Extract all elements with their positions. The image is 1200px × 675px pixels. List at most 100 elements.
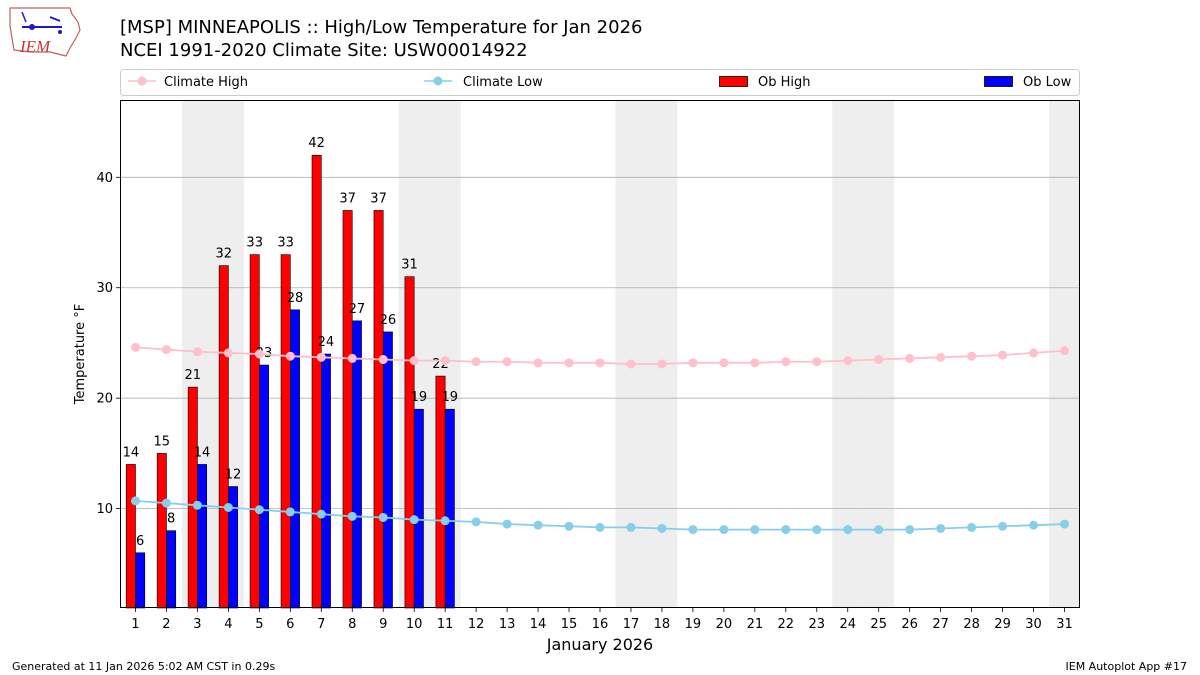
climate-high-point-day-18 (657, 359, 667, 369)
legend-frame (120, 69, 1080, 96)
x-tick-label-29: 29 (994, 617, 1011, 632)
ob-low-bar-day-2 (166, 530, 177, 609)
climate-low-point-day-13 (502, 519, 512, 529)
climate-high-point-day-20 (719, 358, 729, 368)
ob-low-bar-day-10 (413, 408, 424, 609)
climate-high-point-day-28 (967, 351, 977, 361)
ob-high-label-day-1: 14 (123, 445, 140, 460)
y-tick-label-20: 20 (96, 392, 113, 407)
ob-high-bar-day-10 (404, 276, 415, 609)
ob-low-label-day-8: 27 (349, 302, 366, 317)
climate-high-point-day-2 (161, 345, 171, 355)
ob-low-label-day-11: 19 (442, 390, 459, 405)
x-tick-label-30: 30 (1025, 617, 1042, 632)
climate-low-point-day-26 (905, 525, 915, 535)
ob-low-label-day-2: 8 (167, 512, 175, 527)
legend-label-climate-high: Climate High (164, 75, 248, 90)
x-tick-label-15: 15 (561, 617, 578, 632)
climate-low-point-day-27 (936, 523, 946, 533)
climate-high-point-day-21 (750, 358, 760, 368)
ob-high-bar-day-2 (156, 453, 167, 609)
legend-item-ob-high: Ob High (719, 75, 811, 90)
x-tick-label-13: 13 (499, 617, 516, 632)
ob-low-bar-day-1 (135, 552, 146, 609)
climate-low-point-day-22 (781, 525, 791, 535)
footer-app: IEM Autoplot App #17 (1065, 660, 1188, 673)
ob-low-label-day-7: 24 (318, 335, 335, 350)
climate-low-point-day-3 (192, 500, 202, 510)
climate-high-point-day-23 (812, 357, 822, 367)
climate-low-point-day-16 (595, 522, 605, 532)
ob-low-label-day-4: 12 (225, 468, 242, 483)
y-tick-label-40: 40 (96, 171, 113, 186)
x-tick-label-6: 6 (286, 617, 294, 632)
climate-high-point-day-13 (502, 357, 512, 367)
legend-item-climate-high: Climate High (128, 75, 248, 90)
climate-low-point-day-30 (1029, 520, 1039, 530)
footer-generated: Generated at 11 Jan 2026 5:02 AM CST in … (12, 660, 276, 673)
weekend-shade-day-24 (832, 100, 864, 608)
ob-high-label-day-2: 15 (154, 434, 171, 449)
ob-low-bar-day-5 (259, 364, 269, 609)
x-tick-label-27: 27 (932, 617, 949, 632)
ob-high-bar-day-6 (280, 254, 291, 609)
x-tick-label-8: 8 (348, 617, 356, 632)
climate-low-point-day-29 (998, 521, 1008, 531)
ob-low-label-day-3: 14 (194, 445, 211, 460)
climate-low-point-day-23 (812, 525, 822, 535)
ob-low-bar-day-9 (382, 331, 393, 609)
climate-low-point-day-18 (657, 523, 667, 533)
climate-low-point-day-9 (378, 512, 388, 522)
climate-low-point-day-8 (347, 511, 357, 521)
climate-high-point-day-16 (595, 358, 605, 368)
weekend-shade-day-18 (646, 100, 678, 608)
ob-low-bar-day-8 (351, 320, 362, 609)
x-tick-label-21: 21 (747, 617, 764, 632)
ob-low-label-day-1: 6 (136, 534, 144, 549)
ob-high-label-day-10: 31 (401, 258, 418, 273)
ob-high-label-day-8: 37 (339, 191, 356, 206)
x-axis-label: January 2026 (546, 635, 653, 654)
ob-high-label-day-6: 33 (277, 236, 294, 251)
climate-low-point-day-25 (874, 525, 884, 535)
x-tick-label-25: 25 (870, 617, 887, 632)
x-tick-label-5: 5 (255, 617, 263, 632)
ob-high-label-day-5: 33 (246, 236, 263, 251)
ob-high-bar-day-11 (435, 375, 446, 609)
y-axis-label: Temperature °F (73, 304, 88, 405)
ob-low-bar-day-3 (197, 464, 208, 609)
ob-high-bar-day-9 (373, 210, 384, 609)
x-tick-label-14: 14 (530, 617, 547, 632)
climate-low-point-day-24 (843, 525, 853, 535)
x-tick-label-7: 7 (317, 617, 325, 632)
x-tick-label-28: 28 (963, 617, 980, 632)
x-tick-label-24: 24 (839, 617, 856, 632)
x-tick-label-18: 18 (654, 617, 671, 632)
ob-high-bar-day-7 (311, 154, 322, 609)
weekend-shade-day-25 (863, 100, 895, 608)
climate-low-point-day-20 (719, 525, 729, 535)
climate-low-point-day-4 (223, 503, 233, 513)
x-tick-label-31: 31 (1056, 617, 1073, 632)
climate-high-point-day-9 (378, 355, 388, 365)
climate-high-point-day-22 (781, 357, 791, 367)
x-tick-label-20: 20 (716, 617, 733, 632)
x-tick-label-10: 10 (406, 617, 423, 632)
climate-low-point-day-31 (1060, 519, 1070, 529)
climate-high-point-day-17 (626, 359, 636, 369)
ob-high-bar-day-1 (125, 464, 136, 609)
ob-low-label-day-9: 26 (380, 313, 397, 328)
climate-low-point-day-1 (130, 496, 140, 506)
legend-label-climate-low: Climate Low (463, 75, 543, 90)
x-tick-label-17: 17 (623, 617, 640, 632)
ob-high-bar-day-8 (342, 210, 353, 609)
legend-item-climate-low: Climate Low (424, 75, 543, 90)
climate-low-point-day-21 (750, 525, 760, 535)
chart-subtitle: NCEI 1991-2020 Climate Site: USW00014922 (120, 40, 528, 61)
x-tick-label-2: 2 (162, 617, 170, 632)
x-tick-label-19: 19 (685, 617, 702, 632)
climate-high-point-day-10 (409, 356, 419, 366)
climate-low-point-day-2 (161, 498, 171, 508)
climate-low-point-day-14 (533, 520, 543, 530)
